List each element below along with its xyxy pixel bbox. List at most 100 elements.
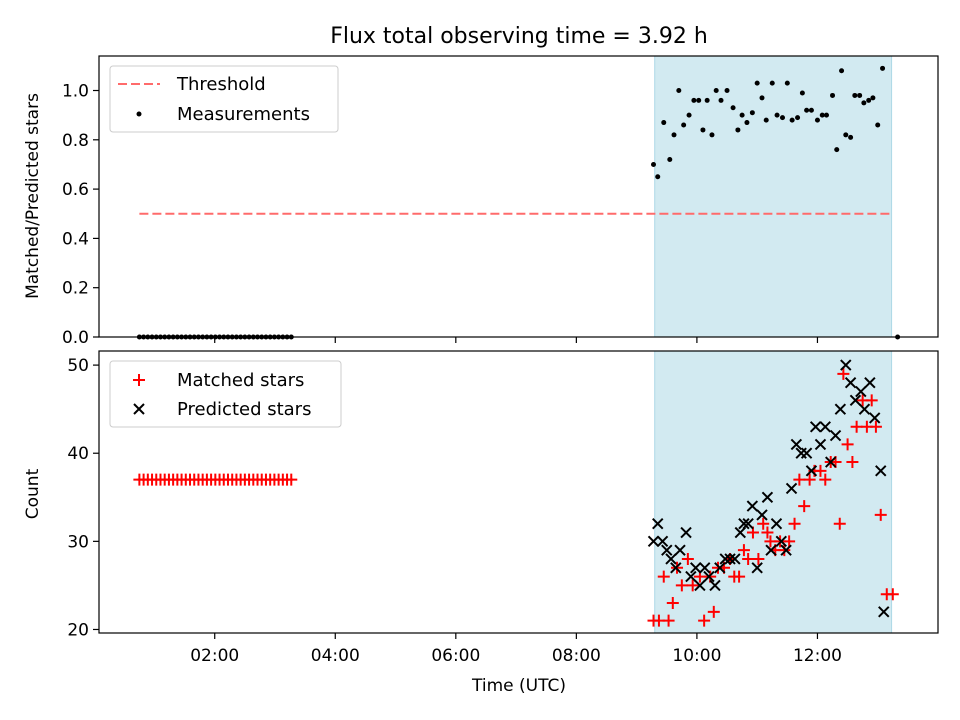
x-tick-label: 10:00	[672, 646, 721, 666]
measurements-point	[799, 90, 805, 96]
predicted-stars-point	[878, 606, 890, 618]
x-tick-label: 08:00	[552, 646, 601, 666]
count-y-tick-label: 50	[67, 356, 89, 376]
predicted-stars-point	[738, 518, 750, 530]
matched-stars-point	[742, 552, 755, 565]
measurements-point	[774, 112, 780, 118]
measurements-point	[671, 132, 677, 138]
measurements-point	[769, 80, 775, 86]
predicted-stars-point	[855, 385, 867, 398]
matched-stars-point	[841, 438, 854, 451]
predicted-legend-label: Predicted stars	[177, 399, 311, 420]
matched-stars-point	[869, 420, 882, 433]
x-tick-label: 04:00	[311, 646, 360, 666]
predicted-stars-point	[875, 465, 887, 477]
matched-stars-point	[837, 367, 850, 380]
measurements-point	[744, 120, 750, 126]
measurements-point	[759, 95, 765, 101]
measurements-point	[651, 161, 657, 167]
matched-stars-point	[833, 517, 846, 530]
matched-stars-point	[886, 588, 899, 601]
matched-stars-point	[850, 420, 863, 433]
count-y-axis-label: Count	[23, 468, 43, 519]
measurements-point	[861, 100, 867, 106]
measurements-point	[739, 112, 745, 118]
measurements-point	[749, 110, 755, 116]
ratio-y-tick-label: 0.2	[62, 279, 89, 299]
matched-stars-point	[778, 544, 791, 557]
predicted-stars-point	[869, 412, 881, 424]
matched-stars-point	[752, 552, 765, 565]
measurements-point	[763, 117, 769, 123]
matched-stars-point	[285, 473, 298, 486]
count-legend: Matched stars Predicted stars	[109, 360, 342, 428]
matched-stars-point	[874, 508, 887, 521]
predicted-stars-point	[703, 570, 715, 583]
matched-stars-point	[803, 473, 816, 486]
predicted-stars-point	[742, 518, 754, 530]
predicted-stars-point	[809, 421, 822, 433]
measurements-point	[848, 134, 854, 140]
matched-legend-swatch	[133, 374, 145, 386]
matched-stars-point	[798, 500, 811, 513]
predicted-stars-point	[674, 544, 686, 556]
predicted-stars-point	[661, 544, 673, 556]
predicted-stars-point	[709, 579, 721, 592]
measurements-point	[754, 80, 760, 86]
predicted-stars-point	[785, 482, 798, 495]
measurements-point	[681, 122, 687, 128]
threshold-legend-label: Threshold	[176, 74, 266, 95]
ratio-y-tick-label: 1.0	[62, 82, 89, 102]
measurements-point	[852, 92, 858, 98]
count-y-tick-label: 30	[67, 532, 89, 552]
predicted-stars-point	[699, 562, 711, 574]
predicted-stars-point	[746, 500, 759, 512]
matched-stars-point	[666, 597, 679, 610]
measurements-legend-swatch	[136, 111, 142, 117]
matched-stars-point	[698, 614, 711, 627]
measurements-point	[696, 97, 702, 103]
measurements-point	[866, 97, 872, 103]
ratio-y-tick-label: 0.6	[62, 180, 89, 200]
measurements-point	[830, 92, 836, 98]
measurements-point	[655, 174, 661, 180]
measurements-point	[661, 120, 667, 126]
predicted-stars-point	[685, 570, 697, 583]
ratio-y-axis-label: Matched/Predicted stars	[23, 93, 43, 299]
predicted-stars-point	[825, 456, 837, 468]
x-tick-label: 06:00	[431, 646, 480, 666]
measurements-point	[700, 127, 706, 133]
predicted-stars-point	[829, 429, 842, 442]
ratio-y-tick-label: 0.8	[62, 131, 89, 151]
matched-stars-point	[846, 456, 859, 469]
predicted-stars-point	[844, 377, 857, 389]
count-legend-box	[109, 360, 342, 428]
matched-stars-point	[788, 517, 801, 530]
matched-stars-point	[657, 570, 670, 583]
chart-title: Flux total observing time = 3.92 h	[330, 24, 708, 49]
predicted-stars-point	[670, 562, 682, 574]
ratio-legend: Threshold Measurements	[109, 65, 339, 133]
ratio-y-tick-label: 0.4	[62, 229, 89, 249]
measurements-point	[839, 68, 845, 74]
predicted-stars-point	[800, 447, 813, 459]
predicted-stars-point	[770, 518, 783, 530]
predicted-legend-swatch	[133, 403, 145, 415]
predicted-stars-point	[761, 491, 774, 503]
ratio-y-tick-label: 0.0	[62, 328, 89, 348]
predicted-stars-point	[656, 535, 669, 548]
measurements-point	[834, 147, 840, 153]
matched-legend-label: Matched stars	[177, 370, 304, 391]
predicted-stars-point	[840, 359, 852, 371]
predicted-stars-point	[819, 421, 831, 433]
ratio-panel: 0.0 0.2 0.4 0.6 0.8 1.0 Matched/Predicted sta…	[23, 55, 939, 348]
predicted-stars-point	[814, 438, 827, 451]
count-panel-frame	[98, 350, 939, 634]
measurements-point	[735, 127, 741, 133]
predicted-stars-point	[751, 562, 763, 574]
measurements-point	[804, 107, 810, 113]
x-tick-label: 02:00	[190, 646, 239, 666]
measurements-point	[819, 112, 825, 118]
